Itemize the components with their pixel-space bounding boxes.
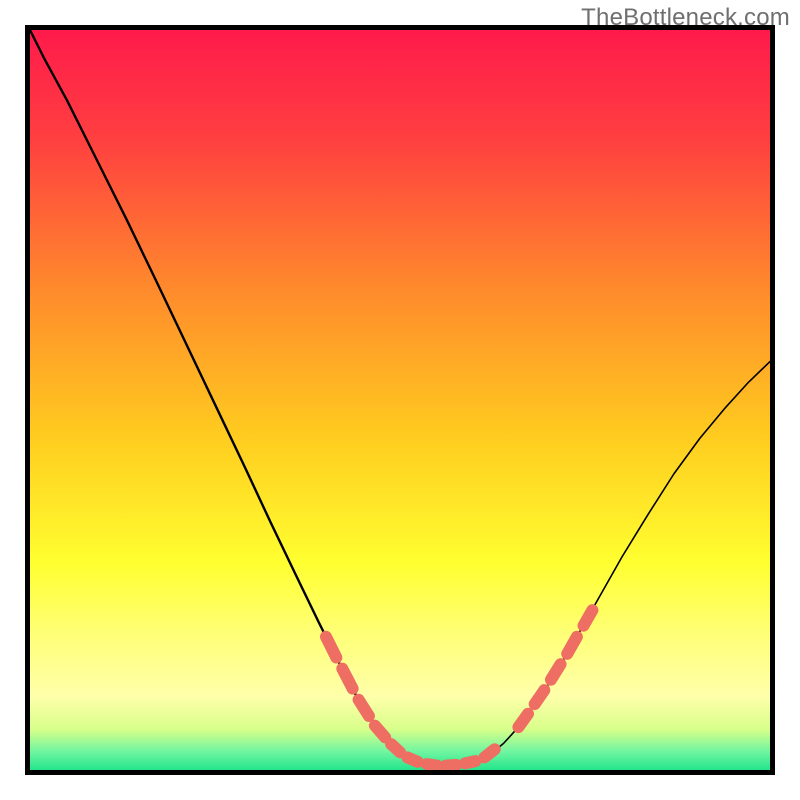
marker-segment-bottom-0 xyxy=(407,757,417,761)
bottleneck-curve-chart xyxy=(0,0,800,800)
marker-segment-bottom-4 xyxy=(484,749,494,757)
chart-background xyxy=(30,30,770,770)
marker-segment-left-3 xyxy=(375,726,385,738)
chart-root: TheBottleneck.com xyxy=(0,0,800,800)
marker-segment-right-1 xyxy=(535,690,545,704)
marker-segment-right-3 xyxy=(567,637,577,654)
marker-segment-right-0 xyxy=(518,714,528,727)
marker-segment-bottom-1 xyxy=(427,764,437,765)
marker-segment-right-4 xyxy=(584,610,593,626)
marker-segment-left-4 xyxy=(391,744,400,752)
marker-segment-bottom-2 xyxy=(446,765,456,766)
marker-segment-right-2 xyxy=(551,664,561,680)
marker-segment-bottom-3 xyxy=(465,761,475,763)
